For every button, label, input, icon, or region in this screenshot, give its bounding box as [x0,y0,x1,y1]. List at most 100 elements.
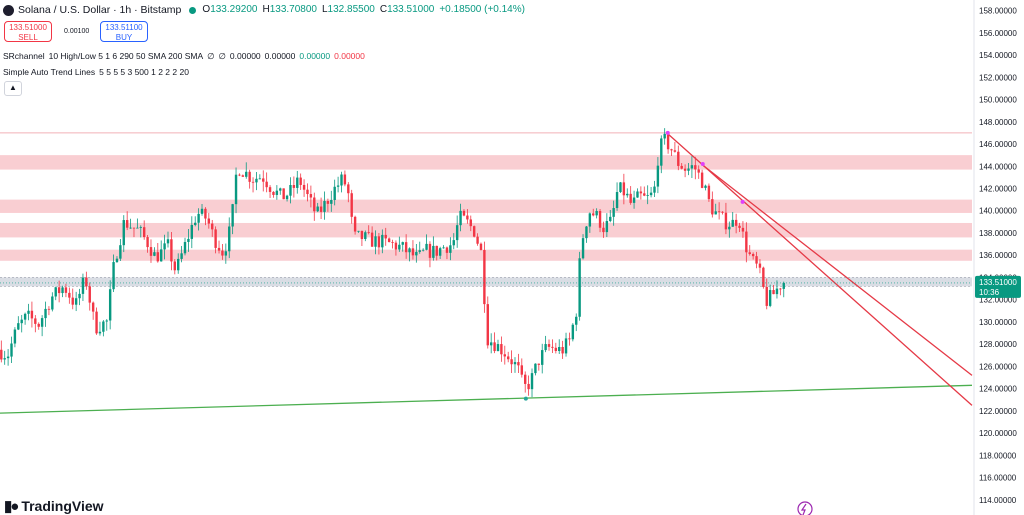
candle [78,288,81,306]
candle-body [578,258,581,317]
candle-body [156,252,159,262]
candle [44,301,47,327]
candle-body [677,151,680,166]
candle [479,242,483,251]
candle [316,202,319,213]
candle-body [466,215,469,220]
candle-body [612,208,615,217]
candle [745,222,748,263]
candle [772,284,775,295]
candle [714,203,717,215]
candle-body [391,242,394,243]
indicator-name: SRchannel [3,51,45,61]
candle-body [265,181,268,188]
candle-body [285,195,289,200]
candle-body [537,363,541,365]
candle-body [381,234,384,248]
candle [394,240,398,256]
indicator-params: 5 5 5 5 3 500 1 2 2 2 20 [99,67,189,77]
candle [483,241,486,313]
sell-button[interactable]: 133.51000 SELL [4,21,52,42]
candle-body [387,238,391,243]
candle-body [479,243,483,250]
candle [704,184,707,191]
candle [782,281,785,298]
candle-body [251,181,255,183]
candle [537,363,541,371]
candle-body [374,236,377,247]
candle [663,128,666,145]
pivot-marker [700,162,705,167]
candle [282,188,285,200]
candle [57,280,61,303]
candle-body [639,191,643,194]
candle [224,243,228,264]
y-tick-label: 148.00000 [979,118,1017,127]
candle [700,169,704,189]
candle [217,240,221,254]
candle-body [462,210,466,216]
candle [755,251,758,269]
candle [595,208,598,219]
candle [245,162,248,179]
candle-body [734,219,738,226]
candle [313,192,316,221]
candle-body [255,178,258,183]
candle-body [211,223,214,230]
candle [231,203,234,235]
tradingview-logo[interactable]: ▮● TradingView [4,497,104,515]
indicator-value: 0.00000 [334,51,365,61]
collapse-legend-button[interactable]: ▲ [4,81,22,96]
candle [449,237,452,261]
candle [350,189,353,224]
candle-body [646,195,649,196]
candle [643,186,646,197]
high-value: 133.70800 [269,4,317,15]
candle-body [768,290,772,306]
lightning-icon[interactable] [797,501,813,515]
candle-body [370,232,374,247]
candle [612,200,615,226]
indicator-value: 0.00000 [264,51,296,61]
candle [204,207,207,226]
candle [503,345,506,365]
indicator-value: ∅ [218,51,226,61]
candle [432,236,435,261]
indicator-trend-lines[interactable]: Simple Auto Trend Lines 5 5 5 5 3 500 1 … [3,65,193,79]
candle-body [472,226,476,237]
candle [119,239,122,261]
candle [670,148,673,157]
solana-logo-icon [3,4,14,16]
candle-body [71,297,74,305]
candle [660,135,663,174]
candle-body [626,193,629,196]
buy-button[interactable]: 133.51100 BUY [100,21,148,42]
symbol-title[interactable]: Solana / U.S. Dollar · 1h · Bitstamp [18,4,182,16]
candle-body [775,288,779,295]
candle-body [81,277,85,294]
candle-body [61,287,64,294]
candle-body [282,188,285,200]
candle [51,292,54,312]
candle [105,319,108,331]
y-tick-label: 122.00000 [979,407,1017,416]
candle-body [748,252,751,255]
candle [85,271,88,290]
candle [149,239,153,263]
candle-body [415,251,418,256]
candle-body [194,222,197,225]
candle [289,177,292,204]
candle-body [558,346,561,352]
candle [455,215,459,248]
candle-body [68,292,71,298]
indicator-srchannel[interactable]: SRchannel 10 High/Low 5 1 6 290 50 SMA 2… [3,49,369,63]
candle [37,322,40,330]
candle [524,371,527,393]
candle-body [636,191,639,198]
candle-body [758,263,762,268]
candle-body [629,193,632,203]
candle-body [418,250,421,252]
candle-body [173,261,177,271]
candle-body [353,216,357,232]
